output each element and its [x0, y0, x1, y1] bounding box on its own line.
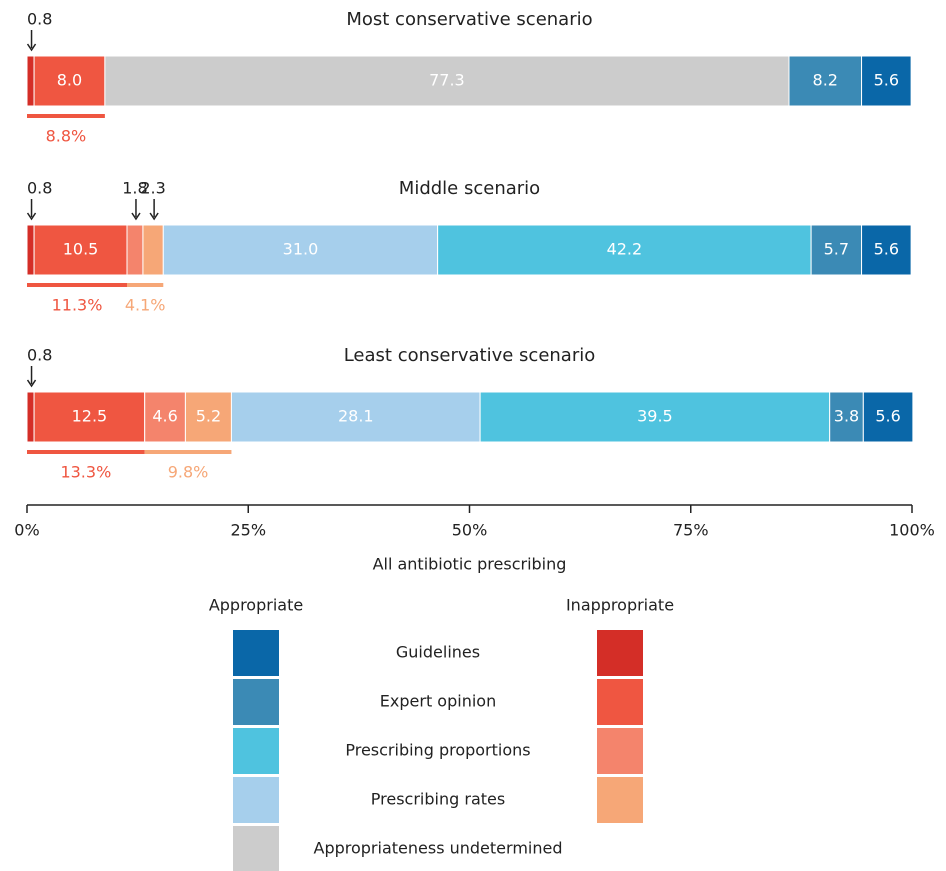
summary-line [27, 114, 105, 118]
legend-label: Guidelines [396, 643, 480, 662]
legend-label: Appropriateness undetermined [314, 839, 563, 858]
legend-title: Inappropriate [566, 596, 674, 615]
x-tick-label: 75% [673, 521, 709, 540]
bar-segment [861, 55, 912, 107]
x-axis-label: All antibiotic prescribing [373, 555, 567, 574]
arrow-head [149, 212, 159, 221]
x-tick-label: 25% [230, 521, 266, 540]
arrow-head [131, 212, 141, 221]
bar-segment [26, 224, 35, 276]
arrow-head [26, 43, 37, 52]
summary-label: 4.1% [125, 296, 166, 315]
value-label: 0.8 [27, 10, 52, 29]
bar-segment [162, 224, 439, 276]
summary-line [27, 283, 128, 287]
value-label: 10.5 [63, 240, 99, 259]
value-label: 8.2 [813, 71, 838, 90]
legend-label: Prescribing proportions [345, 741, 530, 760]
bar-segment [33, 55, 106, 107]
x-tick-label: 50% [452, 521, 488, 540]
value-label: 8.0 [57, 71, 82, 90]
x-tick-label: 0% [14, 521, 39, 540]
bar-segment [26, 55, 35, 107]
summary-line [27, 450, 145, 454]
value-label: 1.8 [122, 179, 147, 198]
value-label: 5.6 [875, 407, 900, 426]
legend-swatch [597, 630, 643, 676]
legend-title: Appropriate [209, 596, 303, 615]
summary-label: 11.3% [52, 296, 103, 315]
bar-segment [862, 391, 914, 443]
legend-swatch [233, 728, 279, 774]
bar-segment [810, 224, 863, 276]
legend-swatch [233, 826, 279, 871]
summary-label: 8.8% [46, 127, 87, 146]
value-label: 5.7 [824, 240, 849, 259]
summary-line [127, 283, 164, 287]
arrow-head [26, 212, 37, 221]
legend-swatch [597, 777, 643, 823]
bar-segment [861, 224, 912, 276]
row-title: Least conservative scenario [344, 345, 596, 366]
bar-segment [829, 391, 864, 443]
legend-label: Prescribing rates [371, 790, 505, 809]
row-title: Most conservative scenario [346, 9, 592, 30]
legend-swatch [597, 679, 643, 725]
value-label: 0.8 [27, 346, 52, 365]
bar-segment [33, 224, 128, 276]
value-label: 3.8 [834, 407, 859, 426]
value-label: 5.2 [196, 407, 221, 426]
bar-segment [184, 391, 232, 443]
value-label: 4.6 [152, 407, 177, 426]
bar-segment [126, 224, 144, 276]
bar-segment [26, 391, 35, 443]
bar-segment [479, 391, 831, 443]
legend-swatch [233, 679, 279, 725]
bar-segment [437, 224, 812, 276]
value-label: 2.3 [140, 179, 165, 198]
value-label: 77.3 [429, 71, 465, 90]
x-tick-label: 100% [889, 521, 935, 540]
bar-segment [33, 391, 146, 443]
value-label: 0.8 [27, 179, 52, 198]
legend-swatch [233, 777, 279, 823]
value-label: 12.5 [72, 407, 108, 426]
arrow-head [26, 379, 37, 388]
bar-segment [788, 55, 863, 107]
legend-label: Expert opinion [380, 692, 496, 711]
value-label: 31.0 [283, 240, 319, 259]
value-label: 28.1 [338, 407, 374, 426]
summary-line [144, 450, 232, 454]
summary-label: 9.8% [168, 463, 209, 482]
legend-swatch [597, 728, 643, 774]
bar-segment [144, 391, 186, 443]
value-label: 42.2 [607, 240, 643, 259]
bar-segment [104, 55, 790, 107]
summary-label: 13.3% [60, 463, 111, 482]
bar-segment [230, 391, 481, 443]
legend-swatch [233, 630, 279, 676]
value-label: 5.6 [874, 240, 899, 259]
bar-segment [142, 224, 164, 276]
value-label: 5.6 [874, 71, 899, 90]
value-label: 39.5 [637, 407, 673, 426]
row-title: Middle scenario [399, 178, 540, 199]
